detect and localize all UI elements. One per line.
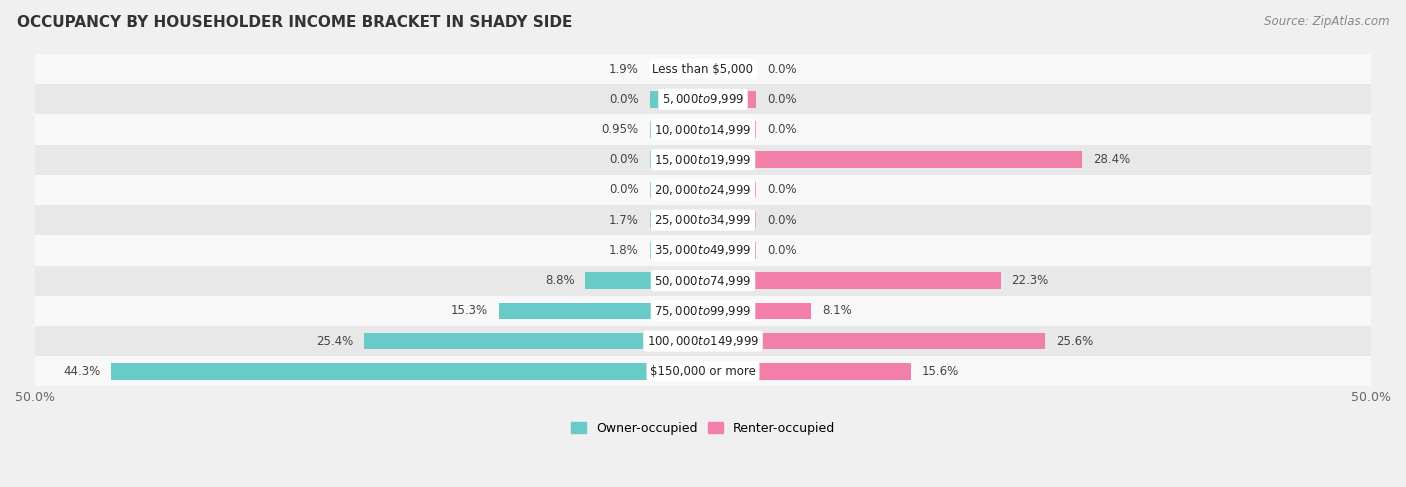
Text: 0.0%: 0.0%: [768, 184, 797, 196]
Bar: [35, 296, 1371, 326]
Text: 0.95%: 0.95%: [602, 123, 638, 136]
Bar: [35, 54, 1371, 84]
Bar: [650, 121, 703, 138]
Text: Less than $5,000: Less than $5,000: [652, 62, 754, 75]
Bar: [35, 145, 1371, 175]
Bar: [703, 61, 756, 77]
Bar: [111, 363, 703, 379]
Bar: [703, 182, 756, 198]
Bar: [703, 363, 911, 379]
Text: $150,000 or more: $150,000 or more: [650, 365, 756, 378]
Bar: [499, 302, 703, 319]
Text: 25.4%: 25.4%: [316, 335, 353, 348]
Text: $15,000 to $19,999: $15,000 to $19,999: [654, 153, 752, 167]
Text: 25.6%: 25.6%: [1056, 335, 1092, 348]
Bar: [703, 333, 1045, 349]
Text: 0.0%: 0.0%: [768, 244, 797, 257]
Text: 0.0%: 0.0%: [609, 153, 638, 166]
Bar: [650, 212, 703, 228]
Bar: [650, 182, 703, 198]
Bar: [650, 151, 703, 168]
Text: 8.1%: 8.1%: [823, 304, 852, 318]
Text: 0.0%: 0.0%: [768, 123, 797, 136]
Text: 15.6%: 15.6%: [922, 365, 959, 378]
Bar: [703, 121, 756, 138]
Bar: [703, 242, 756, 259]
Text: $100,000 to $149,999: $100,000 to $149,999: [647, 334, 759, 348]
Bar: [650, 61, 703, 77]
Text: 0.0%: 0.0%: [609, 184, 638, 196]
Text: 0.0%: 0.0%: [609, 93, 638, 106]
Text: $35,000 to $49,999: $35,000 to $49,999: [654, 244, 752, 258]
Bar: [703, 151, 1083, 168]
Bar: [650, 242, 703, 259]
Bar: [650, 91, 703, 108]
Text: 44.3%: 44.3%: [63, 365, 100, 378]
Text: $25,000 to $34,999: $25,000 to $34,999: [654, 213, 752, 227]
Text: 28.4%: 28.4%: [1092, 153, 1130, 166]
Text: 1.9%: 1.9%: [609, 62, 638, 75]
Bar: [364, 333, 703, 349]
Text: $10,000 to $14,999: $10,000 to $14,999: [654, 123, 752, 136]
Text: 0.0%: 0.0%: [768, 93, 797, 106]
Bar: [703, 302, 811, 319]
Text: $20,000 to $24,999: $20,000 to $24,999: [654, 183, 752, 197]
Text: $5,000 to $9,999: $5,000 to $9,999: [662, 93, 744, 106]
Text: Source: ZipAtlas.com: Source: ZipAtlas.com: [1264, 15, 1389, 28]
Bar: [35, 175, 1371, 205]
Text: $50,000 to $74,999: $50,000 to $74,999: [654, 274, 752, 288]
Text: 8.8%: 8.8%: [546, 274, 575, 287]
Bar: [35, 356, 1371, 386]
Text: 0.0%: 0.0%: [768, 214, 797, 226]
Text: 0.0%: 0.0%: [768, 62, 797, 75]
Bar: [703, 212, 756, 228]
Bar: [35, 84, 1371, 114]
Bar: [35, 114, 1371, 145]
Bar: [35, 205, 1371, 235]
Bar: [35, 326, 1371, 356]
Text: 1.8%: 1.8%: [609, 244, 638, 257]
Bar: [703, 91, 756, 108]
Bar: [35, 235, 1371, 265]
Text: 1.7%: 1.7%: [609, 214, 638, 226]
Bar: [703, 272, 1001, 289]
Bar: [585, 272, 703, 289]
Text: 15.3%: 15.3%: [451, 304, 488, 318]
Text: $75,000 to $99,999: $75,000 to $99,999: [654, 304, 752, 318]
Text: 22.3%: 22.3%: [1011, 274, 1049, 287]
Text: OCCUPANCY BY HOUSEHOLDER INCOME BRACKET IN SHADY SIDE: OCCUPANCY BY HOUSEHOLDER INCOME BRACKET …: [17, 15, 572, 30]
Legend: Owner-occupied, Renter-occupied: Owner-occupied, Renter-occupied: [567, 417, 839, 440]
Bar: [35, 265, 1371, 296]
